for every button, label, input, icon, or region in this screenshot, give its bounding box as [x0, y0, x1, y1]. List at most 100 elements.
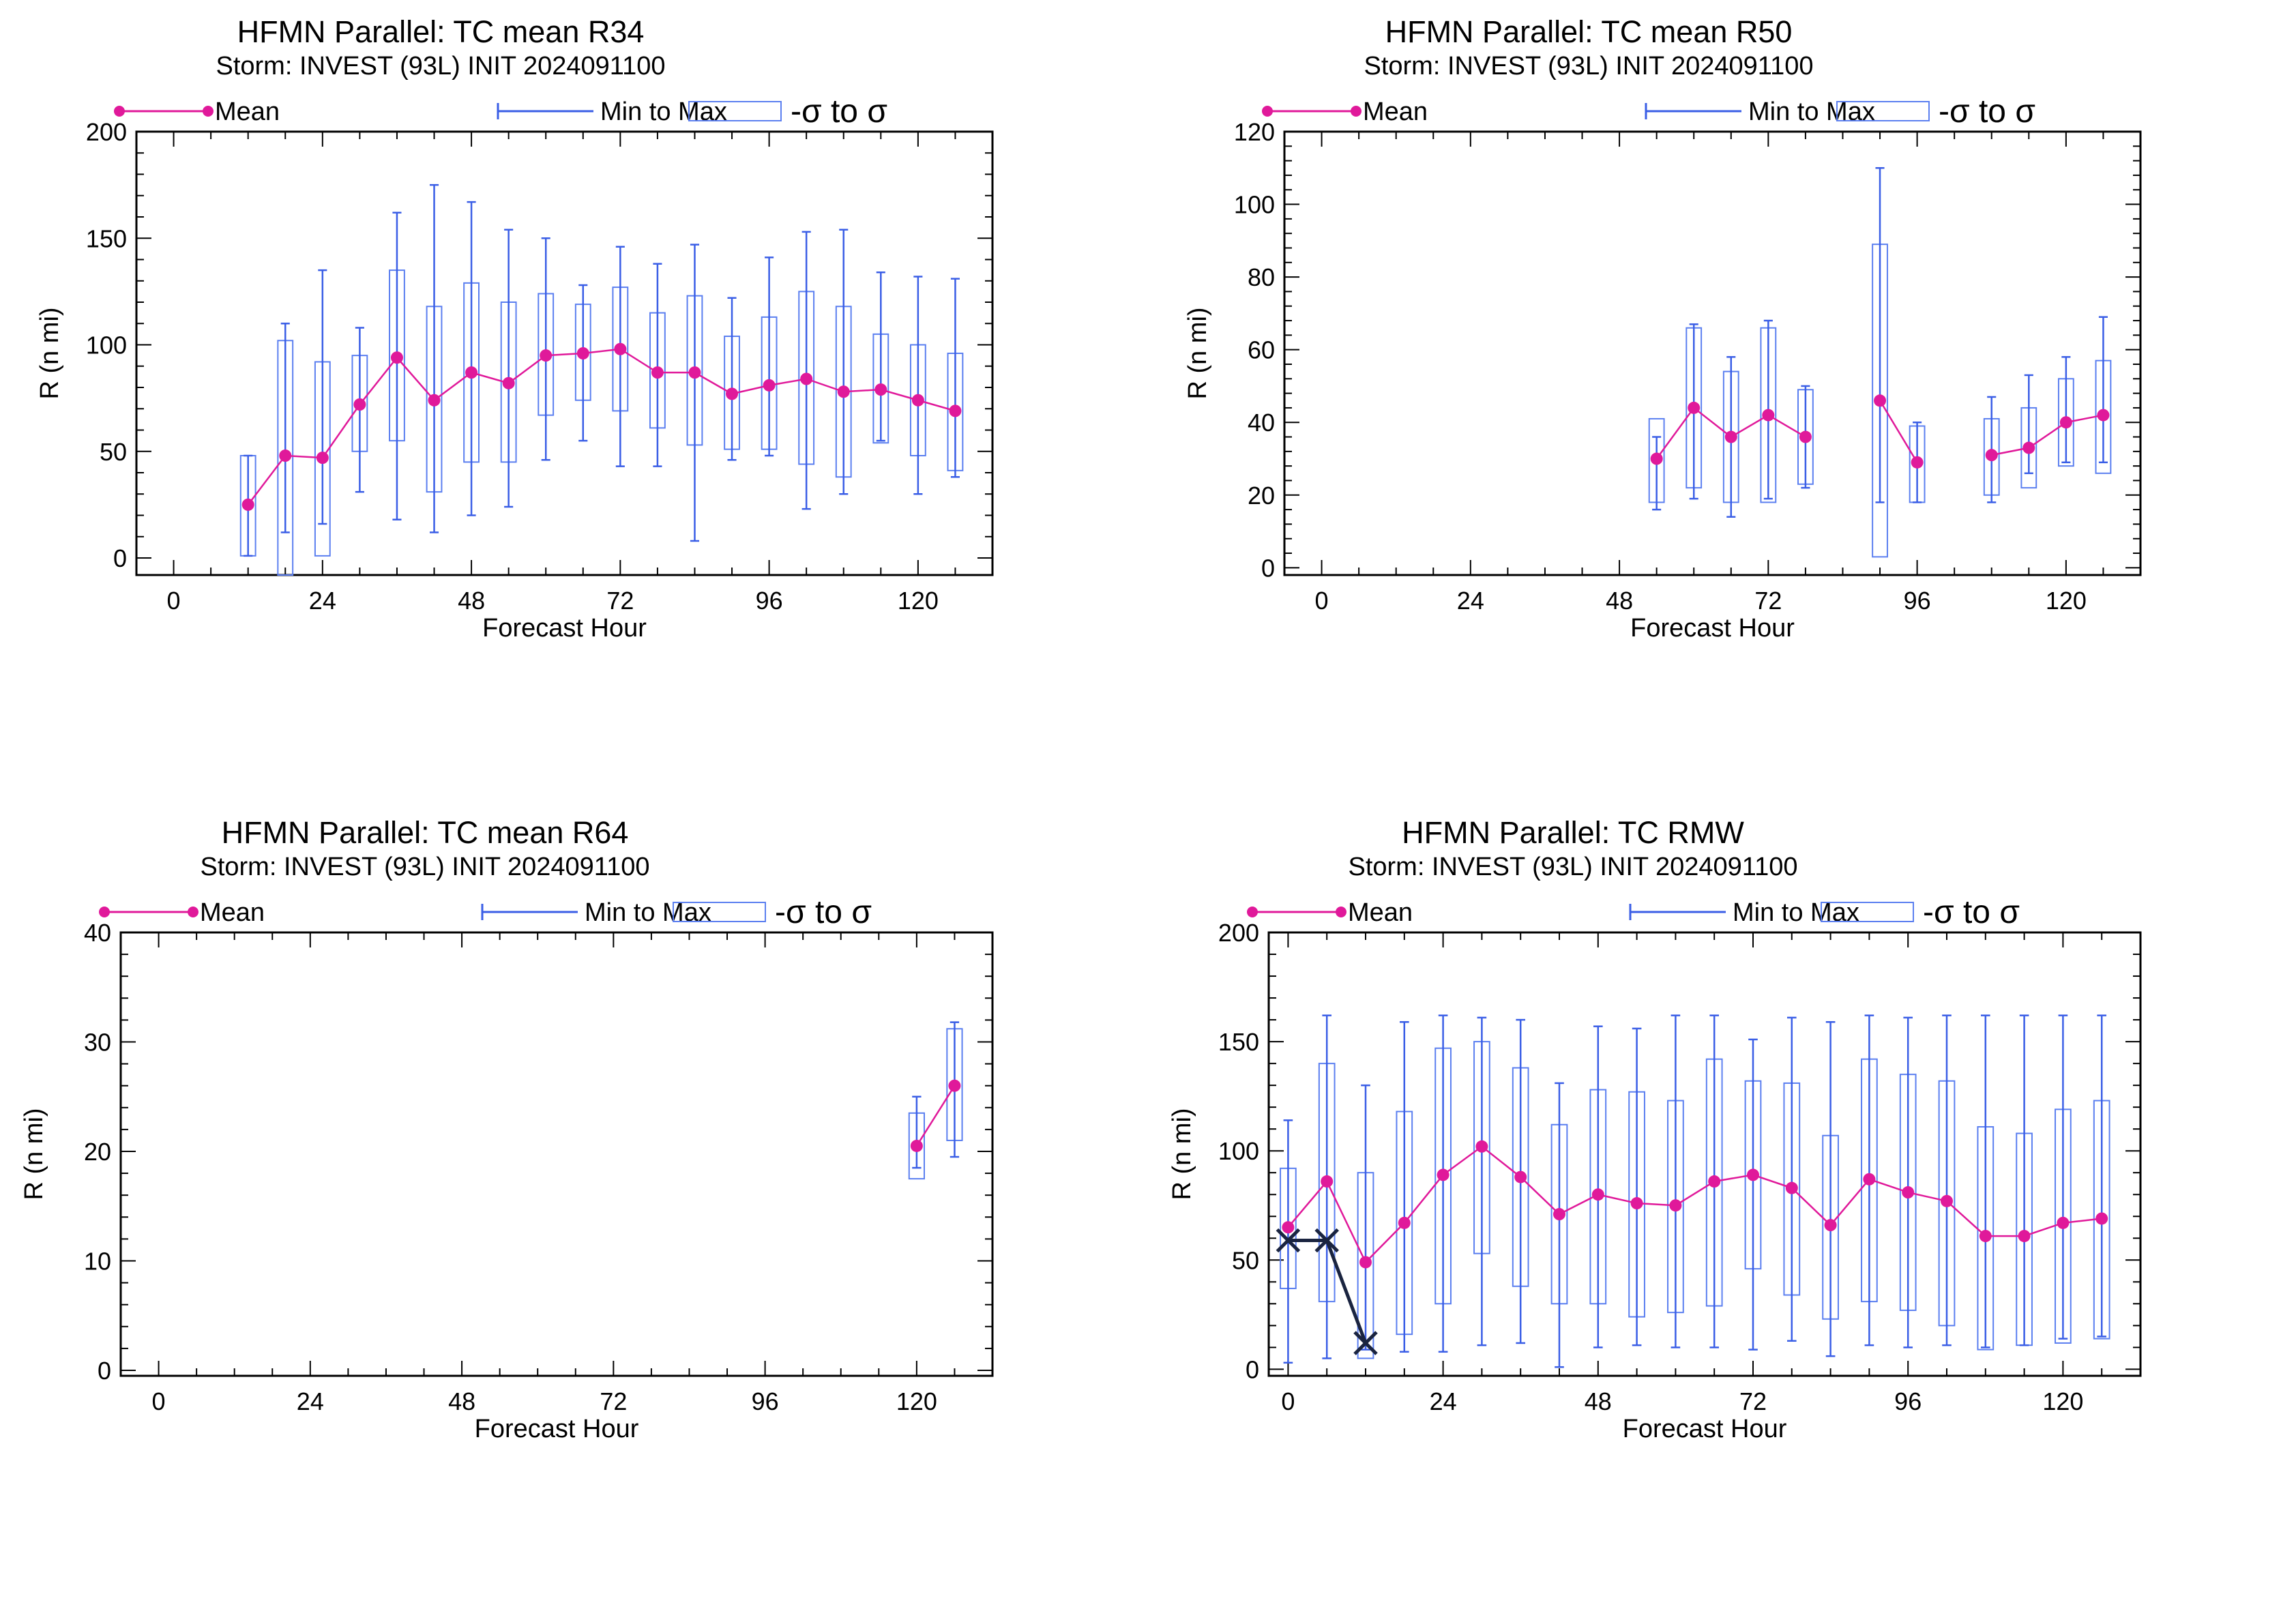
chart-title: HFMN Parallel: TC RMW: [1402, 815, 1744, 850]
chart-svg: HFMN Parallel: TC mean R64 Storm: INVEST …: [20, 815, 994, 1443]
chart-title: HFMN Parallel: TC mean R50: [1385, 14, 1793, 49]
mean-point: [1514, 1170, 1527, 1183]
chart-subtitle: Storm: INVEST (93L) INIT 2024091100: [1364, 52, 1813, 80]
x-tick-label: 48: [458, 587, 485, 615]
chart-title: HFMN Parallel: TC mean R64: [222, 815, 629, 850]
mean-point: [1437, 1168, 1449, 1181]
chart-svg: HFMN Parallel: TC mean R34 Storm: INVEST …: [35, 14, 994, 643]
y-tick-label: 100: [86, 332, 127, 359]
mean-point: [1911, 456, 1924, 469]
x-tick-label: 0: [152, 1387, 166, 1415]
mean-point: [1708, 1175, 1721, 1188]
mean-point: [688, 366, 701, 379]
mean-point: [1282, 1221, 1295, 1234]
legend-mean-marker: [1336, 907, 1346, 917]
x-tick-label: 120: [898, 587, 939, 615]
y-tick-label: 120: [1234, 118, 1275, 146]
mean-line: [1287, 1145, 2102, 1264]
mean-point: [1553, 1208, 1565, 1221]
mean-point: [1902, 1186, 1915, 1199]
x-tick-label: 24: [1430, 1387, 1457, 1415]
y-tick-label: 20: [1248, 482, 1275, 510]
legend-sigma-label: -σ to σ: [1923, 894, 2020, 930]
mean-point: [948, 1079, 961, 1092]
mean-point: [353, 398, 366, 411]
mean-point: [576, 347, 589, 359]
legend-mean-marker: [188, 907, 198, 917]
mean-point: [2097, 409, 2110, 422]
legend-sigma-label: -σ to σ: [791, 93, 887, 130]
legend-mean-marker: [99, 907, 110, 917]
legend-mean-label: Mean: [1348, 898, 1413, 927]
chart-svg: HFMN Parallel: TC mean R50 Storm: INVEST …: [1183, 14, 2142, 643]
y-tick-label: 20: [84, 1138, 111, 1166]
mean-point: [910, 1139, 923, 1152]
mean-point: [1321, 1175, 1334, 1188]
plot-frame: [135, 130, 994, 576]
x-tick-label: 96: [756, 587, 783, 615]
y-tick-label: 10: [84, 1247, 111, 1275]
mean-point: [837, 385, 850, 398]
mean-point: [1824, 1219, 1837, 1232]
chart-legend: Mean Min to Max -σ to σ: [1247, 894, 2020, 930]
legend-mean-label: Mean: [1363, 98, 1428, 126]
mean-point: [390, 351, 403, 364]
x-tick-label: 24: [297, 1387, 324, 1415]
mean-point: [614, 342, 627, 355]
x-tick-label: 24: [309, 587, 336, 615]
x-tick-label: 72: [606, 587, 634, 615]
data-layer: [1648, 167, 2112, 558]
observed-marker: [1314, 1228, 1339, 1253]
mean-point: [1762, 409, 1775, 422]
x-axis-label: Forecast Hour: [1630, 614, 1795, 643]
x-tick-label: 48: [1606, 587, 1633, 615]
mean-point: [1985, 449, 1998, 462]
y-tick-label: 60: [1248, 336, 1275, 364]
mean-point: [1724, 430, 1737, 443]
legend-mean-marker: [1247, 907, 1258, 917]
y-tick-label: 150: [86, 224, 127, 252]
mean-point: [1359, 1256, 1372, 1269]
y-tick-label: 200: [1218, 919, 1259, 947]
data-layer: [908, 1021, 963, 1180]
data-layer: [239, 183, 964, 576]
mean-point: [428, 394, 441, 407]
mean-point: [1650, 452, 1663, 465]
mean-point: [502, 377, 515, 389]
legend-sigma-box: [1836, 101, 1930, 121]
legend-sigma-label: -σ to σ: [775, 894, 872, 930]
mean-point: [949, 404, 962, 417]
y-tick-label: 0: [113, 544, 127, 572]
y-tick-label: 0: [1246, 1355, 1259, 1383]
mean-point: [1941, 1194, 1953, 1207]
mean-line: [1879, 400, 1918, 463]
mean-point: [1591, 1188, 1604, 1201]
mean-point: [1874, 394, 1887, 407]
x-tick-label: 0: [167, 587, 181, 615]
mean-point: [726, 387, 739, 400]
mean-point: [1398, 1216, 1411, 1229]
x-tick-label: 96: [752, 1387, 779, 1415]
y-tick-label: 40: [1248, 409, 1275, 437]
legend-mean-marker: [114, 106, 125, 117]
chart-subtitle: Storm: INVEST (93L) INIT 2024091100: [200, 853, 649, 881]
y-tick-label: 150: [1218, 1028, 1259, 1056]
legend-sigma-box: [1821, 902, 1914, 922]
mean-point: [1747, 1168, 1759, 1181]
y-tick-label: 100: [1218, 1137, 1259, 1165]
mean-point: [1863, 1173, 1876, 1186]
y-tick-label: 30: [84, 1028, 111, 1056]
mean-point: [651, 366, 664, 379]
y-tick-label: 200: [86, 118, 127, 146]
y-tick-label: 100: [1234, 191, 1275, 219]
legend-mean-marker: [203, 106, 214, 117]
x-tick-label: 24: [1457, 587, 1484, 615]
y-tick-label: 0: [1261, 554, 1275, 582]
y-tick-label: 0: [98, 1357, 111, 1385]
mean-point: [911, 394, 924, 407]
mean-point: [874, 383, 887, 396]
chart-legend: Mean Min to Max -σ to σ: [1262, 93, 2035, 130]
x-tick-label: 120: [896, 1387, 937, 1415]
r64-chart-panel: HFMN Parallel: TC mean R64 Storm: INVEST …: [0, 801, 1148, 1602]
mean-point: [540, 349, 553, 362]
